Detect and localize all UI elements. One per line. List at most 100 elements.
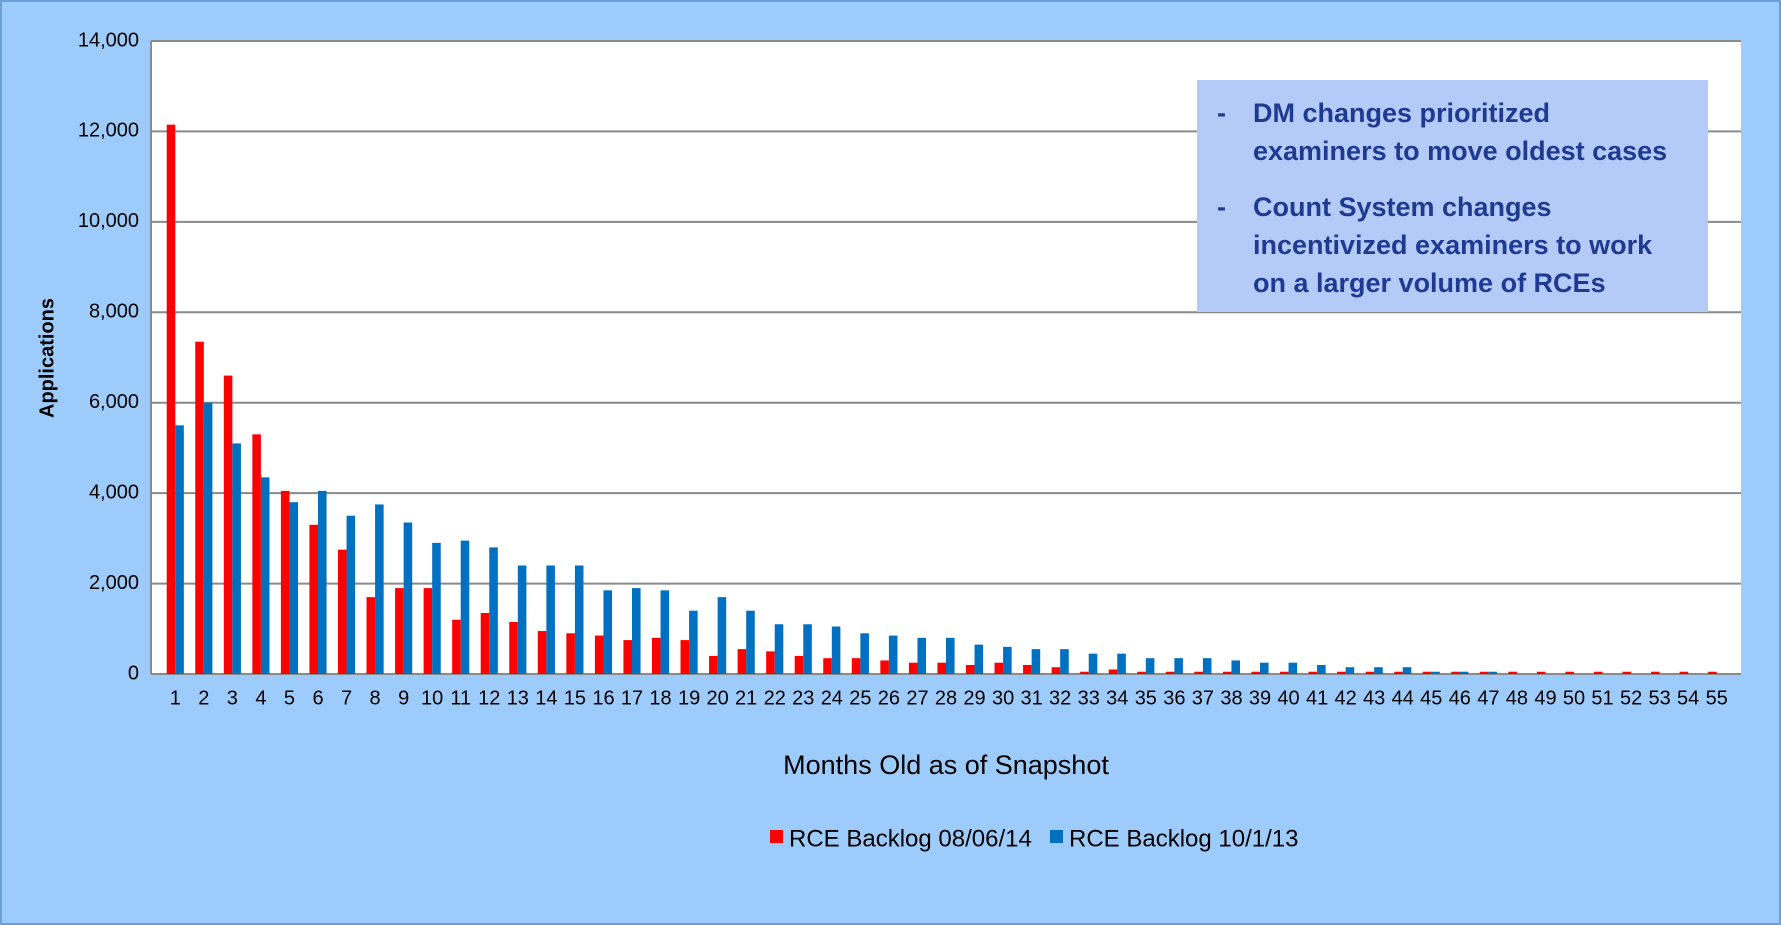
x-tick-label: 27 bbox=[906, 687, 928, 709]
bar bbox=[223, 375, 233, 674]
bar bbox=[260, 477, 270, 674]
bar bbox=[1317, 664, 1326, 674]
x-tick-label: 52 bbox=[1620, 687, 1642, 709]
bar bbox=[632, 588, 641, 674]
x-tick-label: 48 bbox=[1506, 687, 1528, 709]
bar bbox=[280, 490, 290, 674]
x-tick-label: 17 bbox=[621, 687, 643, 709]
bar bbox=[537, 631, 547, 674]
bar bbox=[880, 660, 889, 674]
bar bbox=[1622, 671, 1632, 674]
x-tick-label: 25 bbox=[849, 687, 871, 709]
y-tick-label: 4,000 bbox=[89, 481, 139, 503]
x-tick-label: 49 bbox=[1534, 687, 1556, 709]
x-tick-label: 43 bbox=[1363, 687, 1385, 709]
bar bbox=[318, 490, 327, 674]
x-tick-label: 32 bbox=[1049, 687, 1071, 709]
bar bbox=[432, 542, 441, 674]
x-tick-label: 35 bbox=[1135, 687, 1157, 709]
bar bbox=[623, 640, 632, 674]
x-tick-label: 44 bbox=[1392, 687, 1414, 709]
bar bbox=[1279, 671, 1289, 674]
annotation-box: - DM changes prioritized examiners to mov… bbox=[1197, 80, 1708, 312]
bar bbox=[452, 619, 461, 674]
x-tick-label: 46 bbox=[1449, 687, 1471, 709]
x-tick-label: 13 bbox=[507, 687, 529, 709]
bar bbox=[1402, 667, 1412, 674]
bar bbox=[375, 504, 384, 674]
bar bbox=[1394, 671, 1403, 674]
x-axis-label: Months Old as of Snapshot bbox=[783, 750, 1109, 780]
bar bbox=[1222, 671, 1232, 674]
y-tick-label: 6,000 bbox=[89, 391, 139, 413]
bar bbox=[232, 443, 241, 674]
y-tick-label: 2,000 bbox=[89, 572, 139, 594]
bar bbox=[289, 502, 299, 674]
bar bbox=[1003, 646, 1012, 674]
x-tick-label: 31 bbox=[1021, 687, 1043, 709]
bar bbox=[1508, 671, 1517, 674]
bar bbox=[746, 610, 755, 674]
bar bbox=[252, 434, 261, 674]
x-tick-label: 53 bbox=[1649, 687, 1671, 709]
bullet: - bbox=[1217, 98, 1226, 128]
bar bbox=[1451, 671, 1460, 674]
bar bbox=[823, 658, 832, 674]
bar bbox=[1251, 671, 1260, 674]
x-tick-label: 14 bbox=[535, 687, 557, 709]
bar bbox=[366, 597, 376, 674]
bar bbox=[1051, 667, 1061, 674]
x-tick-label: 45 bbox=[1420, 687, 1442, 709]
bar bbox=[1231, 660, 1241, 674]
annotation-text: Count System changes incentivized examin… bbox=[1253, 192, 1653, 298]
x-tick-label: 9 bbox=[398, 687, 409, 709]
legend-swatch bbox=[770, 830, 783, 843]
x-tick-label: 19 bbox=[678, 687, 700, 709]
x-tick-label: 47 bbox=[1477, 687, 1499, 709]
x-tick-label: 2 bbox=[198, 687, 209, 709]
annotation-item: - DM changes prioritized examiners to mov… bbox=[1217, 94, 1688, 170]
x-tick-label: 41 bbox=[1306, 687, 1328, 709]
x-tick-label: 4 bbox=[255, 687, 266, 709]
bar bbox=[1365, 671, 1375, 674]
bar bbox=[766, 651, 775, 674]
x-tick-label: 37 bbox=[1192, 687, 1214, 709]
bar bbox=[1345, 667, 1355, 674]
bar bbox=[1031, 649, 1041, 674]
bar bbox=[395, 588, 404, 674]
bar bbox=[1422, 671, 1432, 674]
bar bbox=[1308, 671, 1318, 674]
x-tick-label: 24 bbox=[821, 687, 843, 709]
x-tick-label: 7 bbox=[341, 687, 352, 709]
bar bbox=[1165, 671, 1175, 674]
x-tick-label: 34 bbox=[1106, 687, 1128, 709]
bar bbox=[717, 597, 727, 674]
bar bbox=[651, 637, 661, 674]
bar bbox=[1565, 671, 1574, 674]
legend-label: RCE Backlog 10/1/13 bbox=[1069, 825, 1298, 852]
bar bbox=[1593, 671, 1603, 674]
x-tick-label: 40 bbox=[1277, 687, 1299, 709]
x-tick-label: 1 bbox=[170, 687, 181, 709]
x-tick-label: 6 bbox=[312, 687, 323, 709]
bullet: - bbox=[1217, 192, 1226, 222]
bar bbox=[689, 610, 698, 674]
bar bbox=[1536, 671, 1546, 674]
x-tick-label: 28 bbox=[935, 687, 957, 709]
bar bbox=[566, 633, 575, 674]
bar bbox=[1260, 662, 1269, 674]
bar bbox=[1088, 653, 1098, 674]
x-tick-label: 23 bbox=[792, 687, 814, 709]
x-tick-label: 42 bbox=[1335, 687, 1357, 709]
bar bbox=[1479, 671, 1489, 674]
bar bbox=[937, 662, 946, 674]
bar bbox=[1374, 667, 1383, 674]
legend-label: RCE Backlog 08/06/14 bbox=[789, 825, 1032, 852]
bar bbox=[346, 515, 356, 674]
bar bbox=[965, 664, 975, 674]
bar bbox=[774, 624, 784, 674]
bar bbox=[1060, 649, 1069, 674]
x-tick-label: 26 bbox=[878, 687, 900, 709]
bar bbox=[917, 637, 927, 674]
